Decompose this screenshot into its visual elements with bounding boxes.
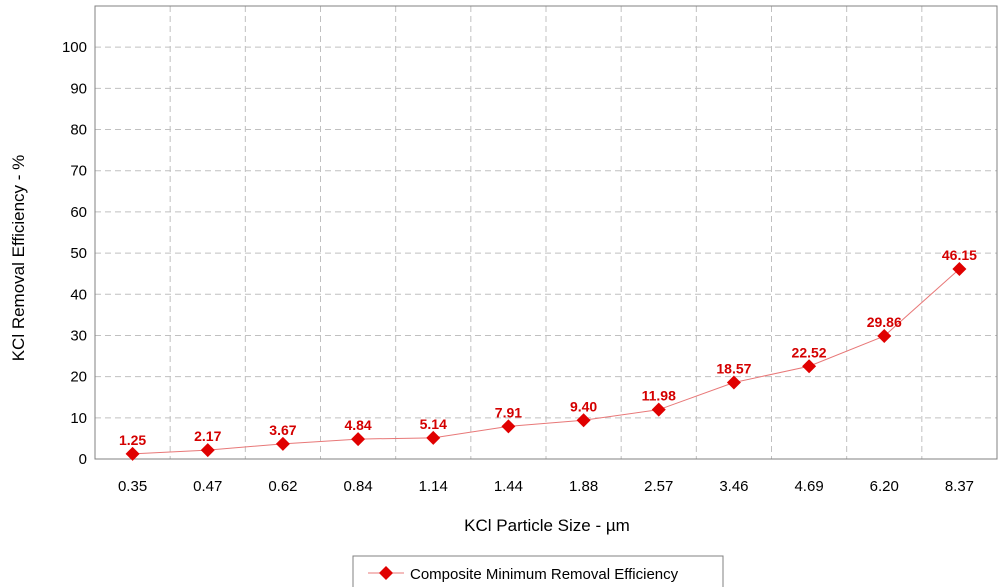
data-point-marker: [802, 359, 817, 374]
data-label: 29.86: [867, 314, 902, 330]
plot-frame: [94, 5, 998, 460]
legend-diamond-icon: [379, 566, 393, 580]
series-markers: [125, 261, 967, 461]
x-tick-label: 4.69: [794, 478, 823, 495]
y-tick-label: 90: [70, 80, 87, 97]
data-label: 7.91: [495, 404, 522, 420]
data-label: 5.14: [420, 416, 447, 432]
y-tick-label: 100: [62, 39, 87, 56]
x-tick-label: 0.35: [118, 478, 147, 495]
data-point-marker: [651, 402, 666, 417]
data-label: 3.67: [269, 422, 296, 438]
x-tick-label: 0.47: [193, 478, 222, 495]
data-point-marker: [726, 375, 741, 390]
y-tick-label: 10: [70, 410, 87, 427]
y-tick-label: 30: [70, 327, 87, 344]
data-point-marker: [576, 413, 591, 428]
legend-box: [352, 555, 724, 587]
data-label: 9.40: [570, 398, 597, 414]
y-tick-label: 50: [70, 245, 87, 262]
data-label: 4.84: [344, 417, 371, 433]
data-point-marker: [200, 443, 215, 458]
data-point-marker: [501, 419, 516, 434]
data-point-marker: [351, 432, 366, 447]
data-label: 18.57: [716, 361, 751, 377]
grid: [95, 6, 997, 459]
x-tick-labels: 0.35 0.47 0.62 0.84 1.14 1.44 1.88 2.57 3.46 4.69…: [118, 478, 974, 495]
data-point-marker: [426, 430, 441, 445]
data-label: 22.52: [792, 344, 827, 360]
y-axis-title: KCl Removal Efficiency - %: [9, 155, 28, 362]
legend: Composite Minimum Removal Efficiency: [352, 555, 724, 587]
x-axis-title: KCl Particle Size - µm: [464, 516, 630, 535]
y-tick-label: 40: [70, 286, 87, 303]
x-tick-label: 1.44: [494, 478, 523, 495]
y-tick-labels: 0 10 20 30 40 50 60 70 80 90 100: [62, 39, 87, 468]
x-tick-label: 2.57: [644, 478, 673, 495]
data-point-marker: [275, 436, 290, 451]
x-tick-label: 0.84: [343, 478, 372, 495]
y-tick-label: 20: [70, 369, 87, 386]
x-tick-label: 0.62: [268, 478, 297, 495]
y-tick-label: 0: [79, 451, 87, 468]
x-tick-label: 1.88: [569, 478, 598, 495]
y-tick-label: 60: [70, 204, 87, 221]
data-point-marker: [125, 446, 140, 461]
series-line: [132, 268, 960, 455]
data-label: 46.15: [942, 247, 977, 263]
data-label: 2.17: [194, 428, 221, 444]
data-label: 1.25: [119, 432, 146, 448]
data-labels: 1.25 2.17 3.67 4.84 5.14 7.91 9.40 11.98 18.57 22…: [119, 247, 977, 448]
legend-label: Composite Minimum Removal Efficiency: [410, 566, 679, 583]
data-label: 11.98: [642, 388, 676, 404]
y-tick-label: 80: [70, 122, 87, 139]
x-tick-label: 8.37: [945, 478, 974, 495]
y-tick-label: 70: [70, 163, 87, 180]
x-tick-label: 6.20: [870, 478, 899, 495]
x-tick-label: 3.46: [719, 478, 748, 495]
data-point-marker: [877, 329, 892, 344]
data-point-marker: [952, 261, 967, 276]
x-tick-label: 1.14: [419, 478, 448, 495]
